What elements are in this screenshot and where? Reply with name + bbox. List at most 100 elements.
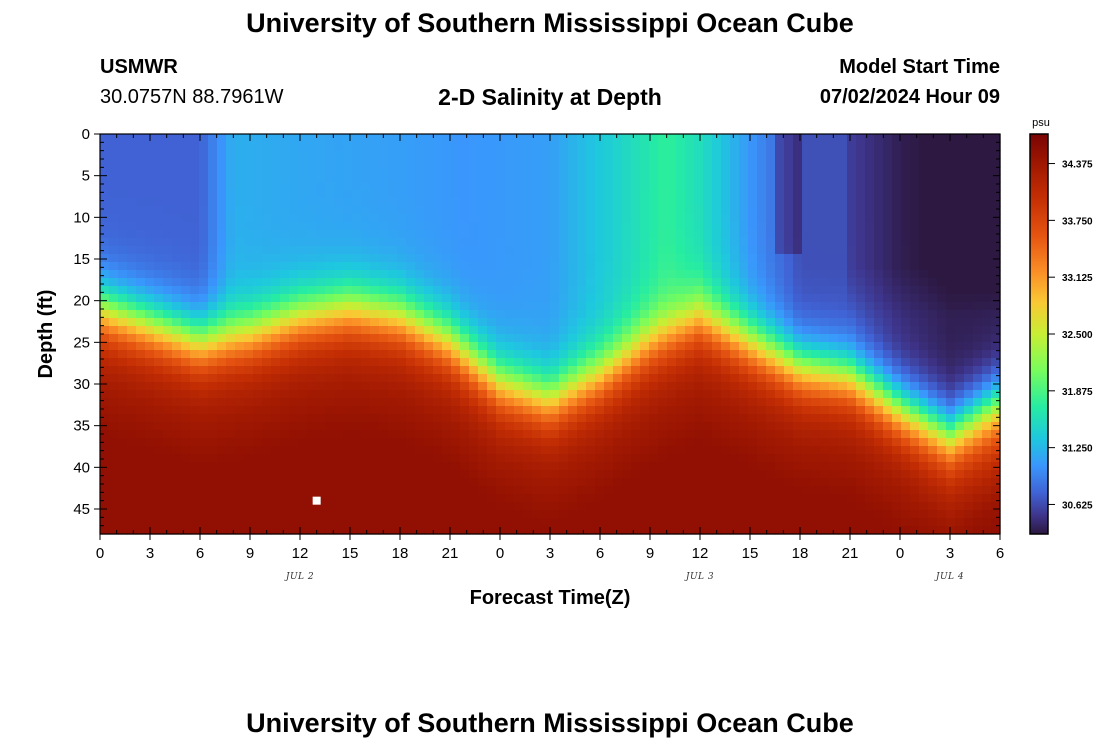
- heatmap-cell: [307, 278, 317, 287]
- heatmap-cell: [604, 478, 614, 487]
- heatmap-cell: [343, 286, 353, 295]
- heatmap-cell: [784, 462, 794, 471]
- heatmap-cell: [640, 502, 650, 511]
- heatmap-cell: [640, 358, 650, 367]
- heatmap-cell: [856, 470, 866, 479]
- heatmap-cell: [721, 182, 731, 191]
- heatmap-cell: [316, 318, 326, 327]
- heatmap-cell: [532, 438, 542, 447]
- heatmap-cell: [154, 390, 164, 399]
- heatmap-cell: [676, 262, 686, 271]
- heatmap-cell: [460, 358, 470, 367]
- heatmap-cell: [559, 206, 569, 215]
- heatmap-cell: [397, 478, 407, 487]
- heatmap-cell: [739, 446, 749, 455]
- heatmap-cell: [271, 302, 281, 311]
- heatmap-cell: [271, 454, 281, 463]
- heatmap-cell: [883, 158, 893, 167]
- heatmap-cell: [892, 414, 902, 423]
- heatmap-cell: [307, 446, 317, 455]
- heatmap-cell: [442, 190, 452, 199]
- heatmap-cell: [280, 246, 290, 255]
- heatmap-cell: [406, 134, 416, 143]
- heatmap-cell: [847, 518, 857, 527]
- heatmap-cell: [442, 366, 452, 375]
- heatmap-cell: [325, 142, 335, 151]
- heatmap-cell: [802, 454, 812, 463]
- heatmap-cell: [577, 366, 587, 375]
- heatmap-cell: [532, 310, 542, 319]
- heatmap-cell: [397, 270, 407, 279]
- heatmap-cell: [217, 302, 227, 311]
- heatmap-cell: [235, 222, 245, 231]
- heatmap-cell: [190, 262, 200, 271]
- heatmap-cell: [658, 486, 668, 495]
- heatmap-cell: [595, 454, 605, 463]
- heatmap-cell: [757, 414, 767, 423]
- heatmap-cell: [946, 318, 956, 327]
- heatmap-cell: [505, 198, 515, 207]
- heatmap-cell: [343, 470, 353, 479]
- heatmap-cell: [640, 350, 650, 359]
- heatmap-cell: [316, 390, 326, 399]
- heatmap-cell: [496, 414, 506, 423]
- heatmap-cell: [793, 182, 803, 191]
- heatmap-cell: [865, 502, 875, 511]
- heatmap-cell: [955, 190, 965, 199]
- heatmap-cell: [199, 518, 209, 527]
- heatmap-cell: [910, 246, 920, 255]
- heatmap-cell: [460, 190, 470, 199]
- heatmap-cell: [316, 334, 326, 343]
- heatmap-cell: [991, 230, 1001, 239]
- heatmap-cell: [550, 462, 560, 471]
- heatmap-cell: [874, 254, 884, 263]
- heatmap-cell: [793, 246, 803, 255]
- heatmap-cell: [640, 294, 650, 303]
- heatmap-cell: [163, 382, 173, 391]
- heatmap-cell: [631, 142, 641, 151]
- heatmap-cell: [388, 502, 398, 511]
- heatmap-cell: [514, 262, 524, 271]
- heatmap-cell: [757, 406, 767, 415]
- heatmap-cell: [892, 526, 902, 535]
- heatmap-cell: [370, 214, 380, 223]
- heatmap-cell: [118, 366, 128, 375]
- heatmap-cell: [991, 238, 1001, 247]
- heatmap-cell: [343, 414, 353, 423]
- heatmap-cell: [892, 182, 902, 191]
- heatmap-cell: [937, 342, 947, 351]
- heatmap-cell: [442, 254, 452, 263]
- heatmap-cell: [523, 190, 533, 199]
- heatmap-cell: [469, 198, 479, 207]
- heatmap-cell: [307, 414, 317, 423]
- heatmap-cell: [478, 406, 488, 415]
- heatmap-cell: [100, 390, 110, 399]
- heatmap-cell: [136, 206, 146, 215]
- heatmap-cell: [910, 222, 920, 231]
- heatmap-cell: [874, 278, 884, 287]
- heatmap-cell: [865, 478, 875, 487]
- heatmap-cell: [865, 390, 875, 399]
- heatmap-cell: [253, 518, 263, 527]
- heatmap-cell: [748, 150, 758, 159]
- heatmap-cell: [289, 462, 299, 471]
- heatmap-cell: [145, 278, 155, 287]
- heatmap-cell: [271, 246, 281, 255]
- heatmap-cell: [775, 198, 785, 207]
- heatmap-cell: [460, 486, 470, 495]
- heatmap-cell: [496, 358, 506, 367]
- heatmap-cell: [199, 246, 209, 255]
- heatmap-cell: [964, 286, 974, 295]
- heatmap-cell: [874, 142, 884, 151]
- heatmap-cell: [748, 398, 758, 407]
- heatmap-cell: [577, 230, 587, 239]
- heatmap-cell: [343, 502, 353, 511]
- heatmap-cell: [838, 374, 848, 383]
- heatmap-cell: [127, 502, 137, 511]
- heatmap-cell: [703, 150, 713, 159]
- heatmap-cell: [154, 302, 164, 311]
- heatmap-cell: [883, 294, 893, 303]
- heatmap-cell: [667, 398, 677, 407]
- heatmap-cell: [685, 438, 695, 447]
- heatmap-cell: [559, 398, 569, 407]
